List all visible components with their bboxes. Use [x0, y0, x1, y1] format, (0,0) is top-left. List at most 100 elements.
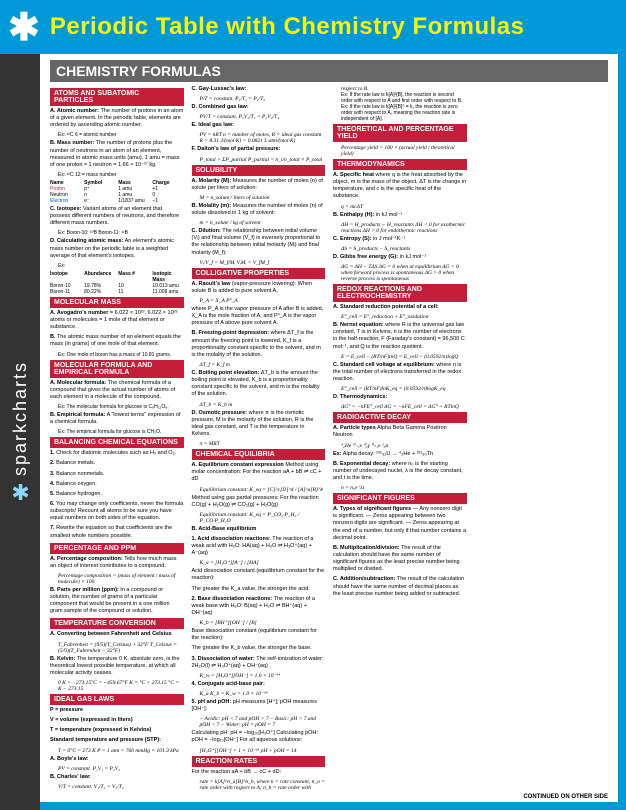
example: Ex: If the rate law is k[A]²[B], the rea…: [341, 92, 467, 122]
page-outer: ✱ Periodic Table with Chemistry Formulas…: [0, 0, 626, 810]
formula: π = MRT: [200, 441, 326, 447]
item: A. Boyle's law:: [50, 756, 184, 763]
section-head: SIGNIFICANT FIGURES: [333, 493, 467, 504]
section-head: REDOX REACTIONS AND ELECTROCHEMISTRY: [333, 284, 467, 302]
item: B. Molality (m): Measures the number of …: [192, 203, 326, 217]
data-table: IsotopeAbundanceMass #Isotopic MassBoron…: [50, 271, 184, 295]
item: 3. Balance nonmetals.: [50, 471, 184, 478]
section-head: COLLIGATIVE PROPERTIES: [192, 268, 326, 279]
item: 6. You may change only coefficients, nev…: [50, 501, 184, 522]
item: T = temperature (expressed in Kelvins): [50, 727, 184, 734]
item-cont: The greater the K_a value, the stronger …: [192, 586, 326, 593]
section-head: IDEAL GAS LAWS: [50, 694, 184, 705]
data-table: NameSymbolMassChargeProtonp⁺1 amu+1Neutr…: [50, 180, 184, 204]
item: A. Specific heat where q is the heat abs…: [333, 172, 467, 201]
item: B. Freezing-point depression: where ΔT_f…: [192, 330, 326, 359]
formula: T = 0°C = 273 K P = 1 atm = 760 mmHg = 1…: [58, 748, 184, 754]
example: Ex: One mole of boron has a mass of 10.8…: [58, 352, 184, 358]
content-columns: ATOMS AND SUBATOMIC PARTICLES A. Atomic n…: [50, 86, 608, 796]
formula: Percentage composition = (mass of elemen…: [58, 573, 184, 585]
footer-note: CONTINUED ON OTHER SIDE: [523, 794, 608, 800]
formula: q = mcΔT: [341, 204, 467, 210]
formula: K_w = [H₃O⁺][OH⁻] = 1.0 × 10⁻¹⁴: [200, 673, 326, 679]
formula: PV = constant. P₁V₁ = P₂V₂: [58, 766, 184, 772]
item: 1. Check for diatomic molecules such as …: [50, 450, 184, 457]
item: 5. Balance hydrogen.: [50, 491, 184, 498]
header: ✱ Periodic Table with Chemistry Formulas: [0, 0, 626, 54]
item: A. Equilibrium constant expression Metho…: [192, 462, 326, 483]
formula: T_Fahrenheit = (9/5)(T_Celsius) + 32°F T…: [58, 642, 184, 654]
item: B. Mass number: The number of protons pl…: [50, 140, 184, 169]
item-cont: The greater the K_b value, the stronger …: [192, 645, 326, 652]
formula: − Acidic: pH < 7 and pOH > 7 − Basic: pH…: [200, 716, 326, 728]
item: B. Nernst equation: where R is the unive…: [333, 322, 467, 351]
item: C. Standard cell voltage at equilibrium:…: [333, 362, 467, 383]
item: B. Parts per million (ppm): In a compoun…: [50, 587, 184, 616]
item: A. Converting between Fahrenheit and Cel…: [50, 631, 184, 638]
item: C. Isotopes: Variant atoms of an element…: [50, 206, 184, 227]
section-head: TEMPERATURE CONVERSION: [50, 618, 184, 629]
item: Standard temperature and pressure (STP):: [50, 737, 184, 744]
formula: Percentage yield = 100 × (actual yield /…: [341, 145, 467, 157]
item: D. Gibbs free energy (G): in kJ mol⁻¹: [333, 254, 467, 261]
formula: m = n_solute / kg of solvent: [200, 220, 326, 226]
formula: P_total = ΣP_partial P_partial = n_i/n_t…: [200, 157, 326, 163]
section-head: CHEMICAL EQUILIBRIA: [192, 449, 326, 460]
section-head: PERCENTAGE AND PPM: [50, 543, 184, 554]
item: C. Boiling point elevation: ΔT_b is the …: [192, 370, 326, 399]
section-head: MOLECULAR FORMULA AND EMPIRICAL FORMULA: [50, 360, 184, 378]
item: 1. Acid dissociation reactions: The reac…: [192, 536, 326, 557]
item: B. Kelvin: The temperature 0 K, absolute…: [50, 656, 184, 677]
sidebar-brand: ✱sparkcharts: [7, 361, 33, 503]
item: 3. Dissociation of water: The self-ioniz…: [192, 656, 326, 670]
item: A. Atomic number: The number of protons …: [50, 108, 184, 129]
formula: ΔH = H_products − H_reactants ΔH < 0 for…: [341, 222, 467, 234]
item: Method using gas partial pressures: For …: [192, 495, 326, 509]
section-head: RADIOACTIVE DECAY: [333, 412, 467, 423]
item: 4. Balance oxygen.: [50, 481, 184, 488]
example: Ex:: [58, 263, 184, 269]
formula: ⁴₂He ⁰₋₁e ⁰₀γ ⁰₊₁e ¹₀n: [341, 443, 467, 449]
item: E. Ideal gas law:: [192, 122, 326, 129]
formula: E°_cell = E°_reduction + E°_oxidation: [341, 314, 467, 320]
item: B. The atomic mass number of an element …: [50, 334, 184, 348]
item: 7. Rewrite the equation so that coeffici…: [50, 525, 184, 539]
item: A. Molecular formula: The chemical formu…: [50, 380, 184, 401]
content-panel: CHEMISTRY FORMULAS ATOMS AND SUBATOMIC P…: [40, 54, 618, 802]
item: B. Empirical formula: A "lowest terms" e…: [50, 412, 184, 426]
formula: ΔT_b = K_b m: [200, 402, 326, 408]
item: For the reaction aA + bB → cC + dD:: [192, 769, 326, 776]
formula: K_a = [H₃O⁺][A⁻] / [HA]: [200, 560, 326, 566]
section-head: ATOMS AND SUBATOMIC PARTICLES: [50, 88, 184, 106]
main-heading: CHEMISTRY FORMULAS: [50, 60, 608, 82]
item-cont: Calculating pH: pH = −log₁₀[H₃O⁺] Calcul…: [192, 730, 326, 744]
formula: Vᵢ/V_f = M_f/Mᵢ VᵢMᵢ = V_fM_f: [200, 260, 326, 266]
item: A. Raoult's law (vapor-pressure lowering…: [192, 281, 326, 295]
item: D. Combined gas law:: [192, 104, 326, 111]
formula: ΔG = ΔH − TΔS ΔG = 0 when at equilibrium…: [341, 264, 467, 282]
item: D. Osmotic pressure: where π is the osmo…: [192, 410, 326, 439]
formula: E°_cell = (RT/nF)lnK_eq = (0.0592/n)logK…: [341, 386, 467, 392]
sidebar: ✱sparkcharts: [0, 54, 40, 810]
formula: P_A = X_A P°_A: [200, 298, 326, 304]
item: 5. pH and pOH: pH measures [H⁺]; pOH mea…: [192, 699, 326, 713]
item: C. Gay-Lussac's law:: [192, 86, 326, 93]
item: B. Multiplication/division: The result o…: [333, 545, 467, 574]
formula: n = n₀e⁻λt: [341, 485, 467, 491]
item: B. Enthalpy (H): in kJ mol⁻¹: [333, 212, 467, 219]
section-head: SOLUBILITY: [192, 165, 326, 176]
formula: P/T = constant. P₁/T₁ = P₂/T₂: [200, 96, 326, 102]
formula: [H₃O⁺][OH⁻] = 1 × 10⁻¹⁴ pH + pOH = 14: [200, 748, 326, 754]
item: A. Molarity (M): Measures the number of …: [192, 178, 326, 192]
formula: Equilibrium constant: K_eq = P_CO₂·P_H₂ …: [200, 512, 326, 524]
item-cont: where P_A is the vapor pressure of A aft…: [192, 306, 326, 327]
item: 2. Balance metals.: [50, 460, 184, 467]
item: B. Acid-Base equilibrium: [192, 526, 326, 533]
item: B. Charles' law:: [50, 774, 184, 781]
example: Ex: Boron-10: ¹⁰B Boron-11: ¹¹B: [58, 230, 184, 236]
item-cont: Acid dissociation constant (equilibrium …: [192, 568, 326, 582]
formula: Equilibrium constant: K_eq = [C]^c[D]^d …: [200, 487, 326, 493]
section-head: BALANCING CHEMICAL EQUATIONS: [50, 437, 184, 448]
formula: ΔS = S_products − S_reactants: [341, 246, 467, 252]
formula: ΔT_f = K_f m: [200, 362, 326, 368]
